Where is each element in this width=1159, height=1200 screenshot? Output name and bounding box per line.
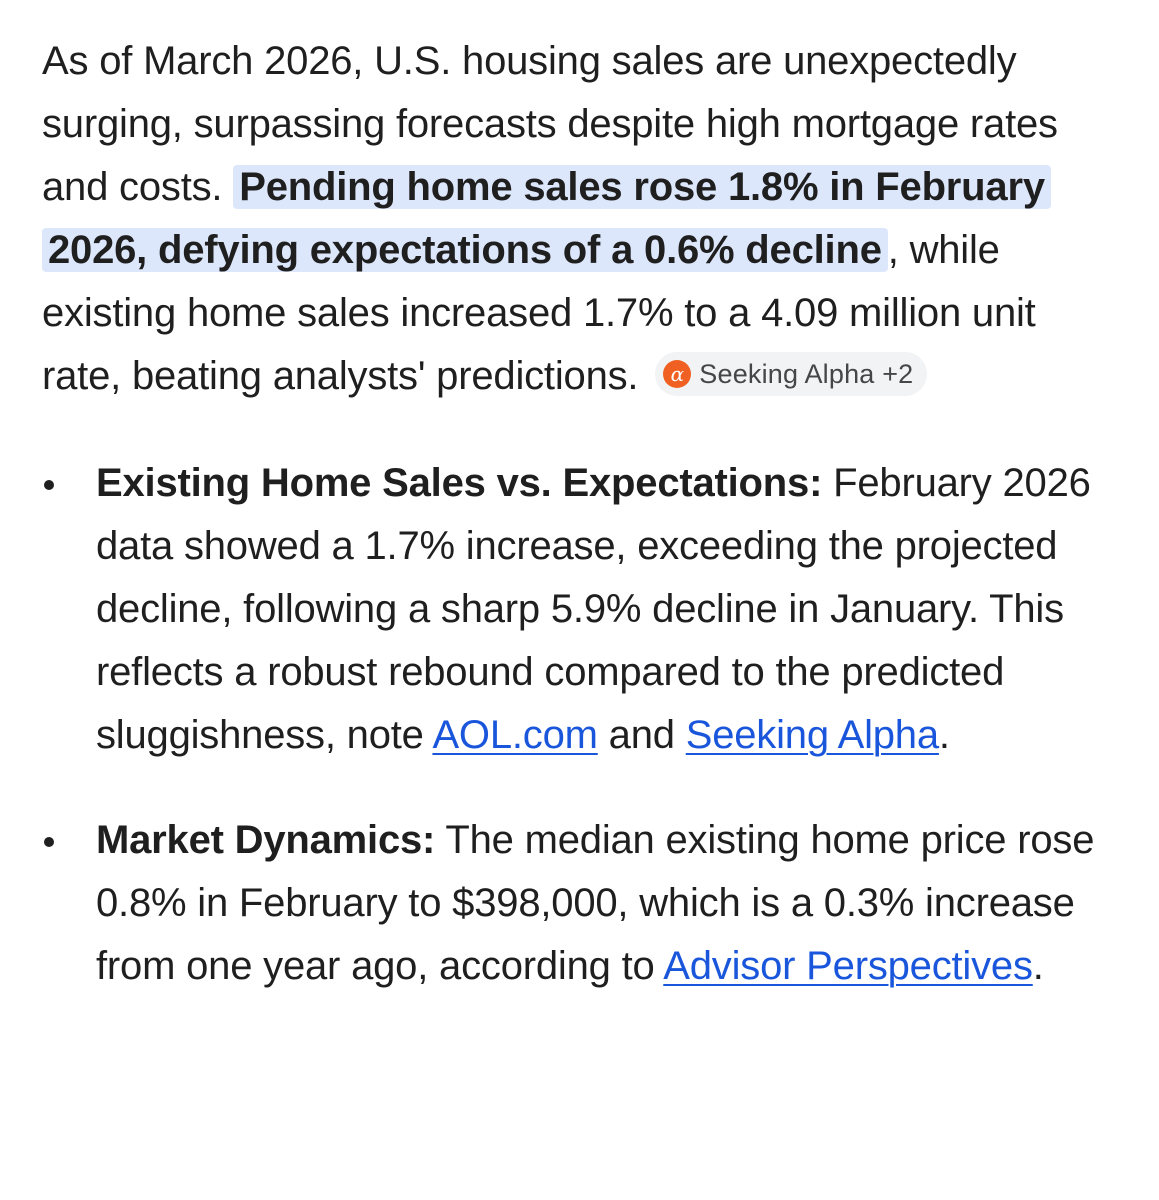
bullet-dot-icon — [44, 837, 54, 847]
bullet-title: Market Dynamics: — [96, 818, 436, 862]
source-chip-label: Seeking Alpha +2 — [699, 358, 914, 389]
bullet-list: Existing Home Sales vs. Expectations: Fe… — [42, 452, 1122, 998]
bullet-text: The median existing home price rose 0.8%… — [96, 818, 1095, 988]
bullet-text-end: . — [938, 713, 950, 757]
highlighted-claim[interactable]: Pending home sales rose 1.8% in February… — [42, 165, 1051, 272]
bullet-market-dynamics: Market Dynamics: The median existing hom… — [42, 809, 1122, 998]
bullet-text: February 2026 data showed a 1.7% increas… — [96, 461, 1091, 757]
bullet-title: Existing Home Sales vs. Expectations: — [96, 461, 823, 505]
link-advisor-perspectives[interactable]: Advisor Perspectives — [663, 944, 1033, 988]
bullet-text-end: . — [1032, 944, 1044, 988]
intro-rest-text: , while existing home sales increased 1.… — [42, 228, 1036, 398]
ai-response: As of March 2026, U.S. housing sales are… — [42, 30, 1122, 1040]
source-chip[interactable]: α Seeking Alpha +2 — [655, 352, 928, 397]
bullet-dot-icon — [44, 480, 54, 490]
link-aol[interactable]: AOL.com — [432, 713, 598, 757]
seeking-alpha-logo-icon: α — [663, 360, 692, 389]
bullet-text-mid: and — [597, 713, 686, 757]
bullet-existing-home-sales: Existing Home Sales vs. Expectations: Fe… — [42, 452, 1122, 767]
intro-paragraph: As of March 2026, U.S. housing sales are… — [42, 30, 1122, 408]
link-seeking-alpha[interactable]: Seeking Alpha — [685, 713, 939, 757]
intro-lead-text: As of March 2026, U.S. housing sales are… — [42, 39, 1058, 209]
